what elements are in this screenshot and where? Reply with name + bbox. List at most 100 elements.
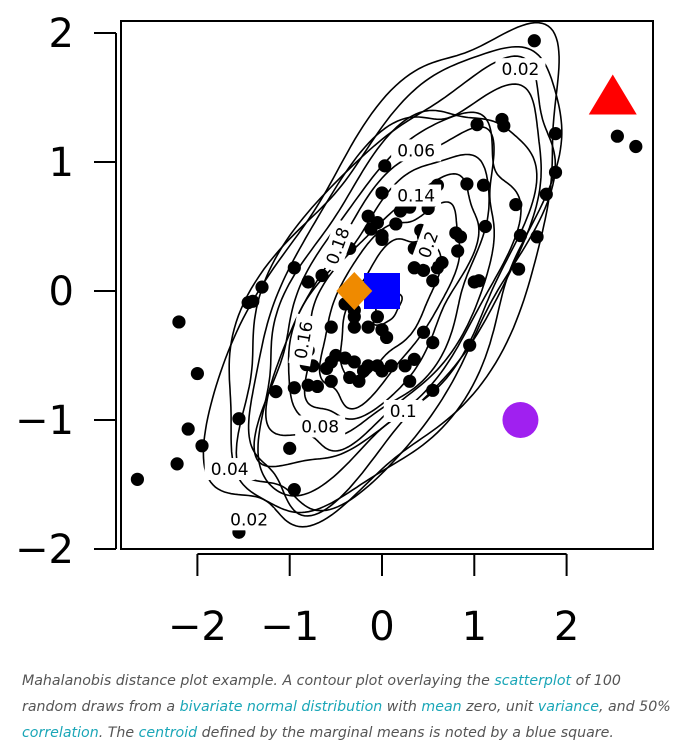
scatter-point xyxy=(426,336,440,350)
caption-text-7: defined by the marginal means is noted b… xyxy=(197,725,614,741)
scatter-point xyxy=(356,364,371,378)
scatter-point xyxy=(426,383,440,397)
scatter-point xyxy=(232,412,246,426)
x-tick-label: −1 xyxy=(260,604,319,650)
y-axis: −2 −1 0 1 2 xyxy=(15,11,117,573)
scatter-point xyxy=(324,320,338,334)
scatter-point xyxy=(361,320,375,334)
scatter-point xyxy=(513,228,528,243)
scatter-point xyxy=(470,117,484,132)
link-correlation[interactable]: correlation xyxy=(22,725,99,741)
x-tick-label: 1 xyxy=(462,604,487,650)
y-tick-label: 1 xyxy=(49,140,74,186)
scatter-point xyxy=(629,139,643,154)
scatter-point xyxy=(361,209,375,223)
scatter-point xyxy=(416,325,431,339)
scatter-point xyxy=(283,441,297,455)
scatter-point xyxy=(364,222,378,236)
scatter-point xyxy=(476,178,491,192)
scatter-point xyxy=(610,129,624,143)
contour-label: 0.1 xyxy=(383,399,423,422)
scatter-point xyxy=(539,187,553,201)
caption-text-4: zero, unit xyxy=(461,699,538,715)
scatter-point xyxy=(548,127,563,141)
scatter-point xyxy=(241,296,255,310)
scatter-point xyxy=(130,472,145,486)
scatter-point xyxy=(172,315,186,329)
scatter-point xyxy=(287,261,301,275)
scatter-point xyxy=(378,159,392,173)
contour-label-bg xyxy=(288,313,319,367)
scatter-point xyxy=(426,274,440,288)
scatter-point xyxy=(320,361,334,375)
scatter-point xyxy=(370,310,384,324)
scatter-point xyxy=(453,230,468,244)
scatter-point xyxy=(315,268,329,283)
link-centroid[interactable]: centroid xyxy=(138,725,198,741)
scatter-point xyxy=(463,338,477,352)
scatter-point xyxy=(324,374,338,388)
scatter-point xyxy=(393,204,408,218)
scatter-point xyxy=(347,355,361,369)
contour-scatter-chart: 0.020.020.040.060.080.10.140.160.18 0.2 −… xyxy=(15,11,654,650)
contour-label-bg xyxy=(411,222,446,267)
contour-label: 0.04 xyxy=(204,458,255,481)
contour-label-bg xyxy=(224,508,275,531)
outlier-circle xyxy=(502,402,539,438)
scatter-point xyxy=(269,385,283,399)
contour-label-text: 0.02 xyxy=(502,60,540,80)
contour-label-text: 0.04 xyxy=(211,460,249,480)
scatter-point xyxy=(451,244,465,258)
contour-line xyxy=(228,46,563,514)
contour-label-bg xyxy=(295,415,346,438)
scatter-point xyxy=(352,374,366,388)
scatter-point xyxy=(478,219,492,234)
scatter-point xyxy=(181,422,195,436)
scatter-point xyxy=(255,280,269,294)
link-mean[interactable]: mean xyxy=(421,699,462,715)
y-tick-label: 0 xyxy=(49,269,74,315)
contour-label: 0.08 xyxy=(295,415,346,438)
y-tick-label: −1 xyxy=(15,398,74,444)
contour-line xyxy=(202,21,560,528)
contour-label-text: 0.1 xyxy=(390,402,417,422)
scatter-point xyxy=(287,483,301,497)
contour-label-bg xyxy=(391,139,442,162)
link-variance[interactable]: variance xyxy=(537,699,599,715)
scatter-point xyxy=(347,310,361,324)
scatter-point xyxy=(472,274,486,288)
scatter-point xyxy=(497,119,511,133)
scatter-point xyxy=(403,374,417,388)
x-tick-label: 2 xyxy=(554,604,579,650)
scatter-point xyxy=(301,275,315,289)
scatter-point xyxy=(347,320,361,334)
scatter-point xyxy=(389,217,403,231)
contour-line xyxy=(257,109,538,497)
link-bivariate-normal[interactable]: bivariate normal distribution xyxy=(179,699,383,715)
contour-label: 0.14 xyxy=(391,184,442,207)
caption-text-3: with xyxy=(382,699,422,715)
scatter-point xyxy=(407,352,421,366)
figure-caption: Mahalanobis distance plot example. A con… xyxy=(22,668,672,746)
scatter-point xyxy=(170,457,184,471)
scatter-point xyxy=(430,261,444,275)
scatter-point xyxy=(460,177,474,191)
link-scatterplot[interactable]: scatterplot xyxy=(494,673,572,689)
contour-line xyxy=(247,83,543,517)
x-tick-label: −2 xyxy=(168,604,227,650)
scatter-point xyxy=(548,165,563,179)
x-axis: −2 −1 0 1 2 xyxy=(168,553,579,650)
contour-label-text: 0.14 xyxy=(397,187,435,207)
contour-label-bg xyxy=(318,218,357,274)
contour-label: 0.06 xyxy=(391,139,442,162)
scatter-point xyxy=(190,366,204,381)
scatter-point xyxy=(509,197,523,212)
scatter-point xyxy=(310,379,324,394)
outlier-triangle xyxy=(588,74,637,115)
contour-line xyxy=(339,238,442,382)
contour-label-bg xyxy=(204,458,255,481)
scatter-point xyxy=(416,263,431,277)
scatter-point xyxy=(527,34,541,48)
caption-text-2: of 100 random draws from a xyxy=(22,673,621,715)
contour-label-bg xyxy=(383,399,423,422)
